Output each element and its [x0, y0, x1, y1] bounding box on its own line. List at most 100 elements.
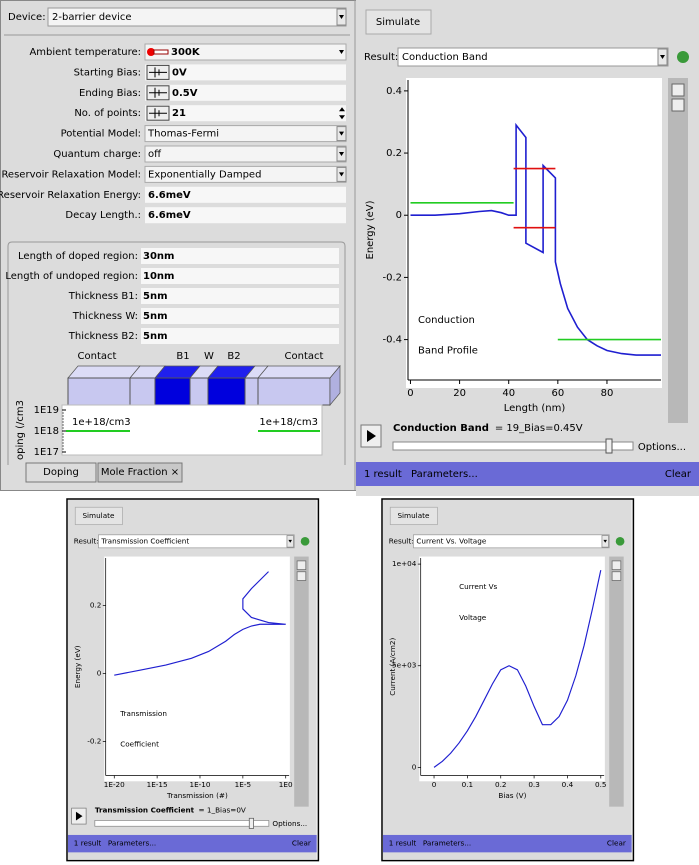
- plot-caption: Conduction: [418, 315, 475, 326]
- field-input[interactable]: [144, 43, 347, 61]
- thermometer: [147, 48, 155, 56]
- view-button[interactable]: [671, 98, 685, 112]
- device-top: [67, 365, 141, 379]
- field-value: 21: [172, 108, 186, 119]
- plot-bg: [104, 556, 290, 782]
- region-label: Contact: [78, 351, 117, 362]
- field-label: Thickness B1:: [68, 291, 138, 302]
- simulate-button[interactable]: [389, 506, 438, 526]
- y-tick-label: -0.2: [382, 272, 402, 283]
- plot-caption: Coefficient: [120, 740, 159, 749]
- simulate-button[interactable]: [365, 9, 432, 35]
- field-input[interactable]: [145, 186, 346, 203]
- field-input[interactable]: [141, 308, 339, 324]
- field-label: Quantum charge:: [53, 149, 141, 160]
- field-input[interactable]: [141, 288, 339, 304]
- field-value: 5nm: [143, 311, 168, 322]
- tab[interactable]: [25, 462, 97, 483]
- plot-caption: Current Vs: [459, 582, 497, 591]
- slider-track[interactable]: [94, 820, 270, 827]
- x-tick-label: 80: [601, 388, 614, 399]
- field-input[interactable]: [141, 268, 339, 284]
- result-select[interactable]: [98, 534, 295, 549]
- status-name: Conduction Band: [393, 423, 489, 434]
- device-segment: [189, 377, 209, 406]
- arrow-icon: [339, 50, 344, 54]
- plot-caption: Band Profile: [418, 346, 478, 357]
- y-tick-label: 0.2: [386, 148, 402, 159]
- x-tick-label: 40: [502, 388, 515, 399]
- field-label: Ending Bias:: [79, 88, 141, 99]
- plot-bg: [406, 78, 662, 388]
- data-line: [114, 571, 286, 676]
- export-icon[interactable]: [615, 536, 625, 546]
- field-input[interactable]: [145, 105, 346, 122]
- x-tick-label: 60: [551, 388, 564, 399]
- result-label: Result:: [389, 536, 414, 545]
- arrow-icon: [603, 539, 608, 543]
- field-input[interactable]: [145, 84, 346, 101]
- result-select[interactable]: [397, 47, 669, 67]
- y-tick-label: 0: [396, 210, 402, 221]
- x-tick-label: 1E-15: [147, 780, 168, 789]
- field-value: 30nm: [143, 251, 174, 262]
- view-button[interactable]: [611, 560, 622, 570]
- view-button[interactable]: [296, 571, 307, 581]
- x-tick-label: 0.1: [462, 780, 474, 789]
- tab[interactable]: [97, 462, 183, 483]
- slider-track[interactable]: [392, 441, 634, 451]
- export-icon[interactable]: [677, 51, 689, 63]
- plot-bg: [419, 556, 605, 782]
- y-tick-label: -0.4: [382, 335, 402, 346]
- field-input[interactable]: [145, 207, 346, 224]
- view-button[interactable]: [296, 560, 307, 570]
- doping-tick-label: 1E19: [34, 405, 59, 416]
- view-button[interactable]: [671, 83, 685, 97]
- simulate-label: Simulate: [82, 511, 115, 520]
- field-input[interactable]: [145, 64, 346, 81]
- device-top: [257, 365, 341, 379]
- x-tick-label: 0.5: [595, 780, 607, 789]
- result-select[interactable]: [413, 534, 610, 549]
- footer-parameters: Parameters...: [423, 839, 471, 848]
- simulate-button[interactable]: [74, 506, 123, 526]
- x-tick-label: 0: [407, 388, 413, 399]
- x-tick-label: 1E-10: [189, 780, 210, 789]
- y-axis-label: Current (A/cm2): [388, 638, 397, 696]
- play-icon: [75, 811, 83, 821]
- data-line: [433, 570, 602, 768]
- field-input[interactable]: [141, 328, 339, 344]
- footer-clear[interactable]: Clear: [292, 839, 311, 848]
- result-value: Transmission Coefficient: [100, 536, 189, 545]
- arrow-icon: [339, 131, 344, 136]
- arrow-icon: [339, 172, 344, 177]
- spinner[interactable]: [339, 107, 345, 120]
- slider-thumb[interactable]: [605, 438, 613, 454]
- result-value: Current Vs. Voltage: [416, 536, 486, 545]
- x-tick-label: 0.2: [495, 780, 507, 789]
- field-value: 5nm: [143, 331, 168, 342]
- device-segment: [67, 377, 131, 406]
- device-value: 2-barrier device: [52, 12, 132, 23]
- thermometer-tube: [153, 49, 169, 55]
- y-tick-label: 0: [97, 669, 102, 678]
- tab-label: Doping: [43, 467, 79, 478]
- field-value: Thomas-Fermi: [147, 129, 219, 140]
- slider-thumb[interactable]: [248, 817, 254, 829]
- device-segment: [244, 377, 259, 406]
- x-axis-label: Bias (V): [498, 791, 526, 800]
- device-segment: [129, 377, 156, 406]
- footer-count: 1 result: [364, 469, 402, 480]
- field-input[interactable]: [144, 145, 347, 163]
- device-side: [329, 365, 341, 406]
- doping-tick-label: 1E18: [34, 426, 59, 437]
- export-icon[interactable]: [300, 536, 310, 546]
- y-tick-label: 0.2: [90, 601, 102, 610]
- view-button[interactable]: [611, 571, 622, 581]
- footer-clear[interactable]: Clear: [607, 839, 626, 848]
- footer-clear[interactable]: Clear: [665, 469, 692, 480]
- region-label: B1: [176, 351, 189, 362]
- x-tick-label: 1E-20: [104, 780, 125, 789]
- field-input[interactable]: [141, 248, 339, 264]
